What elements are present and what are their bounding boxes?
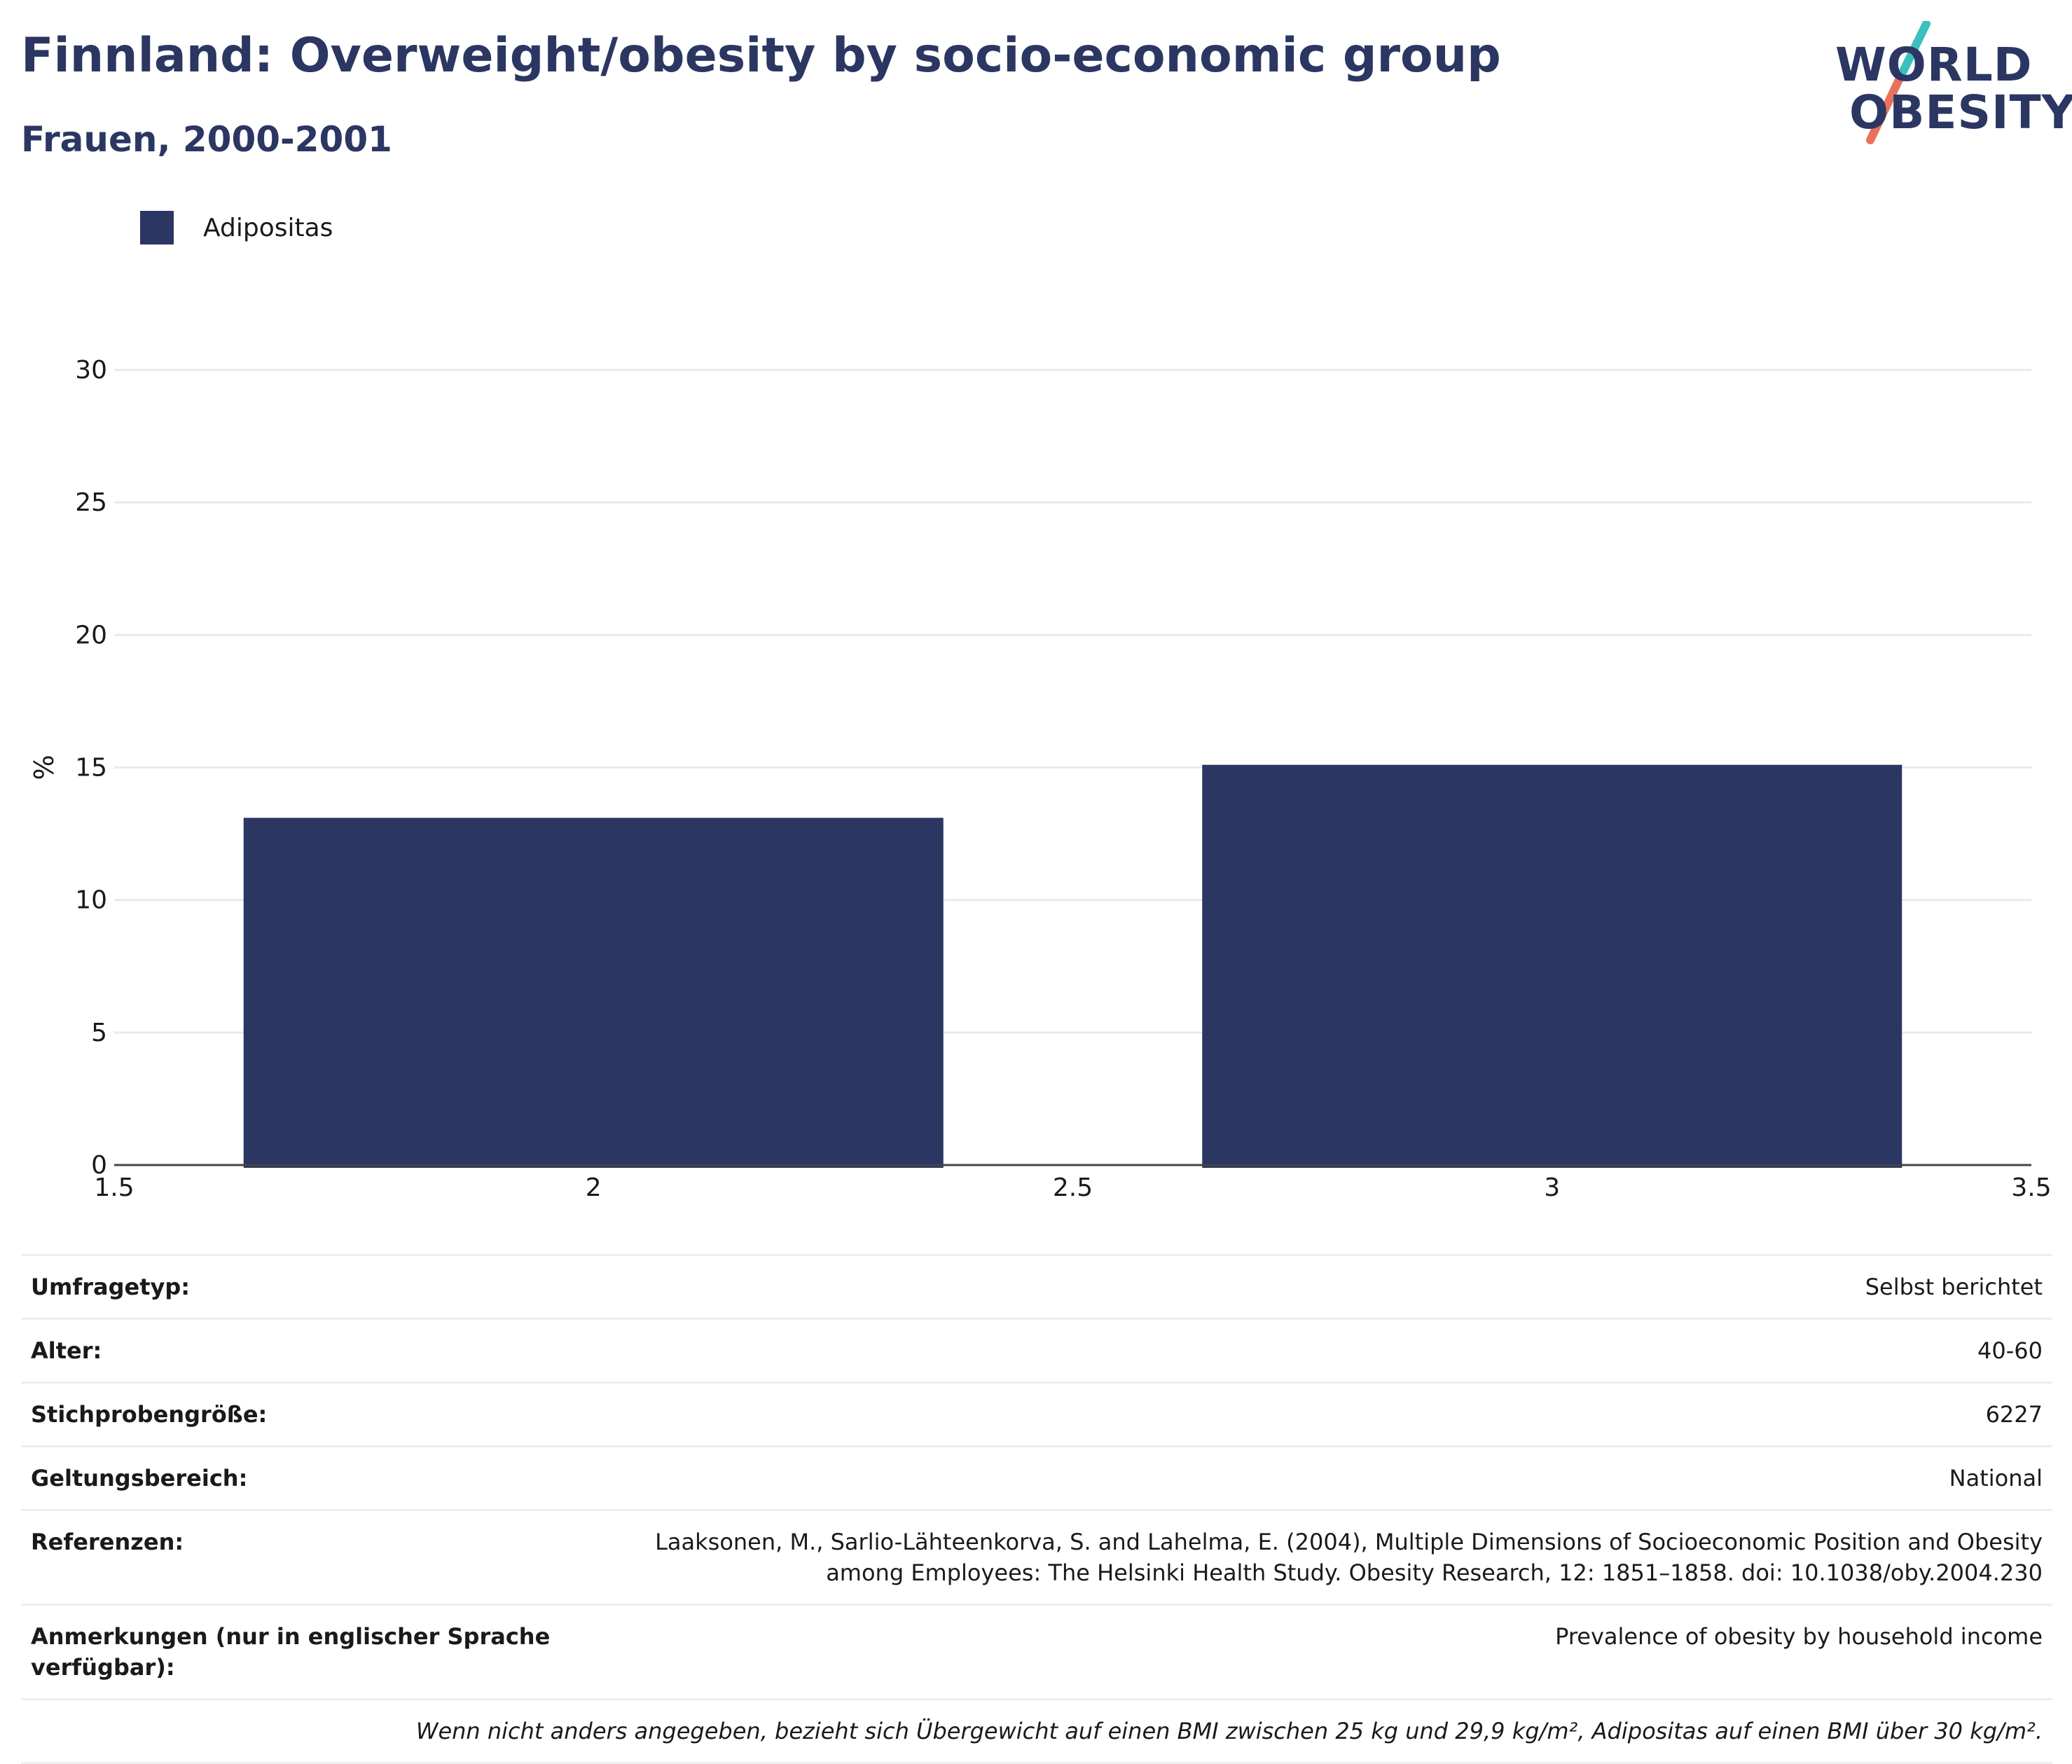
chart-subtitle: Frauen, 2000-2001: [21, 119, 392, 160]
x-tick-label: 2: [586, 1173, 602, 1202]
info-key: Umfragetyp:: [31, 1274, 191, 1300]
info-value: 40-60: [1977, 1337, 2043, 1364]
y-axis-label: %: [29, 754, 60, 780]
y-tick-label: 20: [75, 621, 107, 649]
info-key: Referenzen:: [31, 1529, 184, 1555]
info-value: Prevalence of obesity by household incom…: [1555, 1623, 2043, 1650]
info-row: Stichprobengröße: 6227: [21, 1384, 2052, 1447]
x-tick-label: 3: [1544, 1173, 1560, 1202]
x-tick-label: 1.5: [94, 1173, 134, 1202]
legend[interactable]: Adipositas: [140, 207, 333, 249]
info-key: Alter:: [31, 1337, 102, 1364]
info-value: National: [1949, 1465, 2043, 1491]
info-value: 6227: [1985, 1401, 2043, 1428]
bar-chart: 0 5 10 15 20 25 30 1.5 2 2.5 3 3.5%: [29, 356, 2052, 1202]
info-row: Anmerkungen (nur in englischer Sprache v…: [21, 1606, 2052, 1700]
world-obesity-logo[interactable]: WORLD OBESITY: [1821, 21, 2072, 147]
info-row: Referenzen: Laaksonen, M., Sarlio-Lähteen…: [21, 1511, 2052, 1606]
info-value: Laaksonen, M., Sarlio-Lähteenkorva, S. a…: [655, 1529, 2043, 1586]
chart-title: Finnland: Overweight/obesity by socio-ec…: [21, 28, 1501, 83]
footnote: Wenn nicht anders angegeben, bezieht sic…: [21, 1700, 2052, 1764]
y-tick-label: 5: [91, 1019, 107, 1047]
legend-swatch-adipositas: [140, 211, 174, 244]
logo-word-obesity: OBESITY: [1849, 85, 2072, 139]
logo-word-world: WORLD: [1835, 38, 2033, 92]
info-value: Selbst berichtet: [1865, 1274, 2043, 1300]
info-table: Umfragetyp: Selbst berichtet Alter: 40-60 St…: [21, 1254, 2052, 1764]
x-tick-label: 2.5: [1053, 1173, 1093, 1202]
info-row: Umfragetyp: Selbst berichtet: [21, 1256, 2052, 1320]
bar: [243, 818, 944, 1168]
info-key: Anmerkungen (nur in englischer Sprache v…: [31, 1623, 551, 1681]
y-tick-label: 25: [75, 488, 107, 517]
y-tick-label: 30: [75, 356, 107, 385]
info-row: Geltungsbereich: National: [21, 1447, 2052, 1511]
info-row: Alter: 40-60: [21, 1320, 2052, 1384]
legend-label-adipositas: Adipositas: [203, 213, 333, 242]
bar: [1202, 764, 1902, 1168]
y-tick-label: 0: [91, 1151, 107, 1180]
info-key: Geltungsbereich:: [31, 1465, 248, 1491]
logo-slash-icon: [1866, 21, 1931, 144]
y-tick-label: 10: [75, 886, 107, 915]
y-tick-label: 15: [75, 754, 107, 783]
info-key: Stichprobengröße:: [31, 1401, 268, 1428]
x-tick-label: 3.5: [2011, 1173, 2051, 1202]
